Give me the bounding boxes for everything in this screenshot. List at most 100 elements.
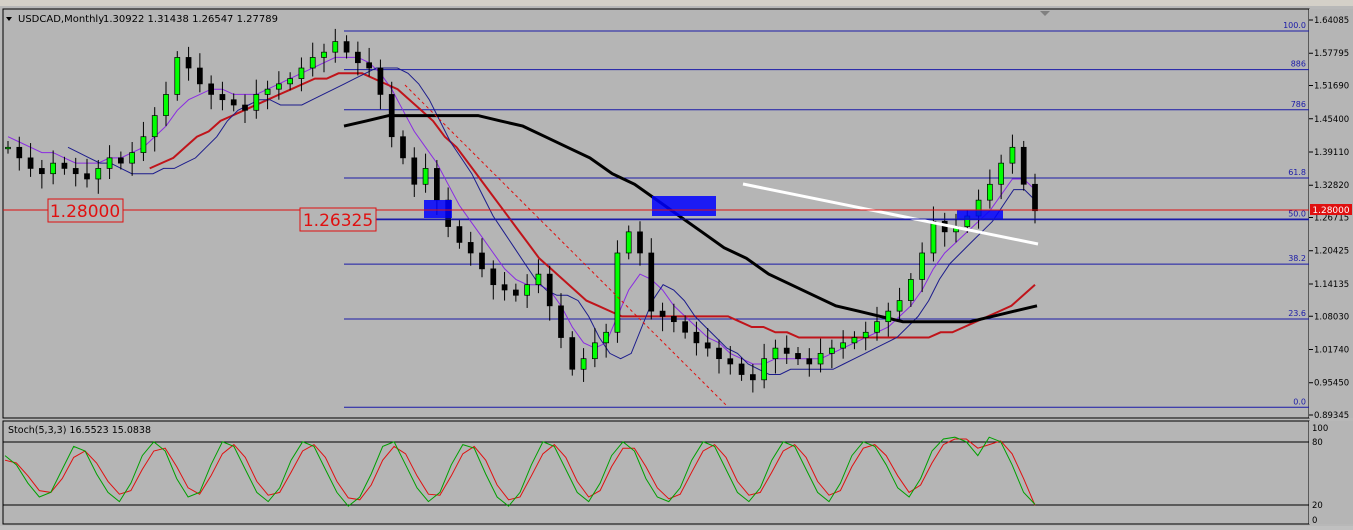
candle-body <box>321 51 327 58</box>
candle-body <box>298 67 305 79</box>
candle-body <box>377 67 384 95</box>
stoch-tick-label: 0 <box>1312 516 1317 526</box>
candle-body <box>16 146 23 159</box>
symbol-dropdown-icon[interactable] <box>6 17 12 21</box>
white-trendline[interactable] <box>742 182 1039 246</box>
candle-body <box>693 331 700 344</box>
ohlc-values: 1.30922 1.31438 1.26547 1.27789 <box>103 14 278 25</box>
candle-body <box>276 83 282 90</box>
zone-marker-mid[interactable] <box>652 196 716 216</box>
stoch-tick-label: 80 <box>1312 438 1323 448</box>
fib-level-label: 23.6 <box>1288 309 1306 318</box>
stoch-signal-line <box>4 438 1036 506</box>
candle-body <box>151 115 158 138</box>
candle-body <box>761 358 767 381</box>
candle-body <box>851 337 858 344</box>
candle-body <box>287 78 293 85</box>
stochastic-lines <box>4 436 1036 507</box>
candle-body <box>1009 146 1016 164</box>
price-tick-label: 0.89345 <box>1314 411 1349 421</box>
candle-body <box>366 62 372 69</box>
symbol-label[interactable]: USDCAD,Monthly <box>18 14 104 25</box>
candle-body <box>95 168 102 180</box>
price-tick-label: 1.08030 <box>1314 312 1349 322</box>
candle-body <box>309 57 316 69</box>
candle-body <box>343 41 350 53</box>
price-tick-label: 1.57795 <box>1314 49 1349 59</box>
candle-body <box>783 347 790 354</box>
candle-body <box>1032 183 1038 212</box>
candle-body <box>140 136 147 153</box>
candle-body <box>987 183 993 201</box>
stoch-tick-label: 20 <box>1312 501 1323 511</box>
candle-body <box>50 162 56 175</box>
candle-body <box>253 94 260 111</box>
candle-body <box>569 337 576 370</box>
candle-body <box>704 342 711 349</box>
shift-marker-icon[interactable] <box>1040 11 1050 16</box>
zone-marker-right[interactable] <box>957 210 1003 220</box>
candle-body <box>648 252 655 312</box>
stoch-tick-label: 100 <box>1312 424 1328 434</box>
price-tick-label: 1.64085 <box>1314 16 1349 26</box>
fib-level-label: 50.0 <box>1288 210 1306 219</box>
candle-body <box>242 104 248 111</box>
candle-body <box>750 374 756 381</box>
zone-marker-left[interactable] <box>424 200 452 218</box>
candle-body <box>27 157 34 169</box>
candle-body <box>106 157 113 169</box>
fib-level-label: 886 <box>1291 60 1306 69</box>
candle-body <box>625 231 632 254</box>
moving-averages <box>7 56 1038 375</box>
candle-body <box>422 168 429 185</box>
candle-body <box>39 168 45 175</box>
candle-body <box>490 268 497 286</box>
price-tick-label: 1.26715 <box>1314 214 1349 224</box>
candle-body <box>716 347 722 360</box>
candle-body <box>174 57 181 95</box>
candle-body <box>264 88 271 95</box>
candle-body <box>592 342 598 360</box>
candle-body <box>208 83 214 95</box>
candle-body <box>896 300 903 312</box>
candle-body <box>772 347 779 360</box>
candle-body <box>614 252 621 333</box>
stochastic-panel[interactable] <box>2 420 1310 525</box>
level-box-2[interactable] <box>299 207 377 232</box>
candle-body <box>829 347 835 354</box>
level-box-1[interactable] <box>47 198 124 223</box>
fib-level-label: 0.0 <box>1293 397 1306 406</box>
candle-body <box>738 363 745 375</box>
level-box-1-text: 1.28000 <box>50 202 120 222</box>
candle-body <box>129 152 135 164</box>
level-box-2-text: 1.26325 <box>303 211 373 231</box>
candle-body <box>163 94 169 116</box>
candle-body <box>118 157 124 164</box>
candle-body <box>434 168 440 201</box>
candle-body <box>61 162 68 169</box>
candle-body <box>185 57 192 69</box>
stoch-main-line <box>4 436 1036 507</box>
price-axis-labels: 1.64085 1.57795 1.51690 1.45400 1.39110 1.328… <box>1309 16 1349 421</box>
candle-body <box>671 316 677 323</box>
ma-slow-line <box>149 72 1036 339</box>
candle-body <box>637 231 643 254</box>
candle-body <box>795 353 801 360</box>
fib-level-label: 61.8 <box>1288 168 1306 177</box>
price-tick-label: 1.39110 <box>1314 148 1349 158</box>
candle-body <box>840 342 846 349</box>
price-tick-label: 1.14135 <box>1314 280 1349 290</box>
candle-body <box>230 99 237 106</box>
candle-body <box>535 273 542 286</box>
fibonacci-levels[interactable]: 100.0 886 786 61.8 50.0 38.2 23.6 0.0 <box>344 21 1309 408</box>
candle-body <box>817 353 824 365</box>
fib-level-label: 786 <box>1291 100 1306 109</box>
toolbar-strip <box>0 0 1353 6</box>
candle-body <box>580 358 587 370</box>
candle-body <box>862 331 869 338</box>
fib-level-label: 38.2 <box>1288 254 1306 263</box>
candle-body <box>998 162 1004 185</box>
candle-body <box>524 284 530 296</box>
